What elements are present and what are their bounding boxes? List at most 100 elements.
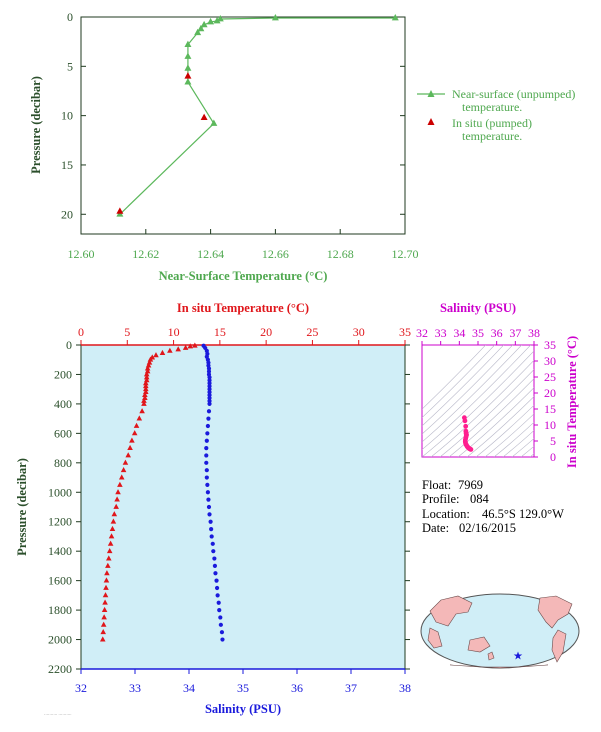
land-south-america — [551, 629, 567, 663]
salinity-point — [218, 622, 223, 627]
density-contour — [422, 350, 534, 457]
salinity-point — [205, 431, 210, 436]
legend-label-pumped-line1: In situ (pumped) — [452, 116, 532, 130]
map-land — [427, 595, 573, 669]
density-contour — [511, 438, 534, 457]
salinity-point — [209, 534, 214, 539]
temperature-point — [143, 383, 149, 389]
density-contour — [475, 404, 534, 457]
legend-label-unpumped-line1: Near-surface (unpumped) — [452, 87, 575, 101]
salinity-tick-label: 36 — [291, 681, 303, 695]
salinity-point — [205, 423, 210, 429]
salinity-point — [207, 375, 212, 380]
ts-salinity-axis-title: Salinity (PSU) — [440, 301, 516, 315]
salinity-point — [207, 395, 212, 401]
ts-temperature-tick-label: 30 — [544, 354, 556, 368]
pressure-tick-label: 400 — [54, 397, 72, 411]
salinity-tick-label: 33 — [129, 681, 141, 695]
float-location-marker — [513, 651, 523, 660]
land-australia — [467, 636, 491, 653]
ts-salinity-tick-label: 37 — [509, 326, 521, 340]
land-africa-east — [427, 627, 443, 649]
unpumped-temperature-point — [184, 52, 192, 59]
salinity-point — [207, 378, 212, 383]
temperature-point — [129, 437, 135, 443]
pressure-tick-label: 200 — [54, 367, 72, 381]
temperature-point — [175, 346, 181, 352]
temperature-point — [153, 352, 159, 358]
salinity-point — [206, 497, 211, 502]
density-contour — [422, 345, 523, 443]
float-value: 7969 — [458, 478, 483, 492]
temperature-point — [111, 511, 118, 517]
density-contour — [448, 378, 534, 457]
ts-salinity-tick-label: 34 — [453, 326, 465, 340]
near-surface-plot-frame — [80, 16, 406, 235]
density-contour — [422, 345, 487, 410]
temperature-tick-label: 15 — [214, 325, 226, 339]
temperature-point — [100, 621, 107, 627]
temperature-point — [192, 342, 198, 348]
salinity-point — [204, 460, 209, 465]
salinity-point — [206, 366, 212, 371]
temperature-point — [117, 481, 123, 487]
salinity-point — [206, 504, 212, 510]
ts-salinity-tick-label: 38 — [528, 326, 540, 340]
density-contour — [422, 345, 505, 427]
ts-temperature-tick-label: 0 — [550, 450, 556, 464]
salinity-point — [204, 445, 209, 451]
pressure-tick-label: 2000 — [48, 633, 72, 647]
salinity-point — [204, 475, 209, 480]
temperature-tick-label: 35 — [399, 325, 411, 339]
y-tick-label: 0 — [67, 10, 73, 24]
salinity-tick-label: 38 — [399, 681, 411, 695]
unpumped-temperature-point — [213, 16, 221, 24]
x-tick-label: 12.68 — [327, 247, 354, 261]
temperature-tick-label: 5 — [124, 325, 130, 339]
density-contour — [422, 345, 532, 451]
y-tick-label: 20 — [61, 207, 73, 221]
ts-points — [461, 415, 474, 452]
pumped-temperature-point — [200, 113, 208, 121]
x-tick-label: 12.62 — [132, 247, 159, 261]
salinity-point — [212, 563, 218, 569]
temperature-point — [142, 391, 148, 397]
salinity-point — [206, 409, 212, 414]
unpumped-temperature-point — [271, 13, 279, 21]
pressure-axis-title: Pressure (decibar) — [15, 458, 29, 556]
pressure-tick-label: 600 — [54, 426, 72, 440]
temperature-point — [127, 444, 133, 451]
pressure-tick-label: 0 — [66, 338, 72, 352]
salinity-point — [213, 571, 218, 576]
salinity-tick-label: 32 — [75, 681, 87, 695]
ts-ticks: 32 33 34 35 36 37 38 0 5 10 15 20 25 30 35 — [416, 326, 556, 464]
temperature-point — [113, 503, 119, 509]
ts-temperature-tick-label: 35 — [544, 338, 556, 352]
float-info: Float: 7969 Profile: 084 Location: 46.5°… — [422, 478, 564, 535]
temperature-axis-title: In situ Temperature (°C) — [177, 301, 309, 315]
salinity-point — [214, 585, 220, 591]
temperature-tick-label: 30 — [353, 325, 365, 339]
unpumped-temperature-point — [200, 20, 208, 28]
temperature-point — [101, 606, 108, 613]
salinity-point — [207, 390, 212, 395]
land-asia — [429, 595, 473, 627]
temperature-point — [101, 614, 107, 620]
temperature-point — [110, 518, 117, 524]
near-surface-y-axis-label: Pressure (decibar) — [29, 76, 43, 174]
pressure-tick-label: 1400 — [48, 544, 72, 558]
temperature-point — [103, 584, 109, 590]
temperature-point — [187, 343, 194, 349]
profile-label: Profile: — [422, 492, 460, 506]
salinity-point — [217, 607, 222, 613]
temperature-point — [131, 430, 138, 436]
temperature-point — [105, 562, 111, 568]
salinity-point — [206, 416, 211, 421]
temperature-point — [182, 344, 189, 350]
salinity-point — [204, 468, 209, 473]
salinity-axis-title: Salinity (PSU) — [205, 702, 281, 716]
x-tick-label: 12.66 — [262, 247, 289, 261]
land-north-america — [537, 595, 573, 629]
salinity-point — [207, 387, 212, 392]
